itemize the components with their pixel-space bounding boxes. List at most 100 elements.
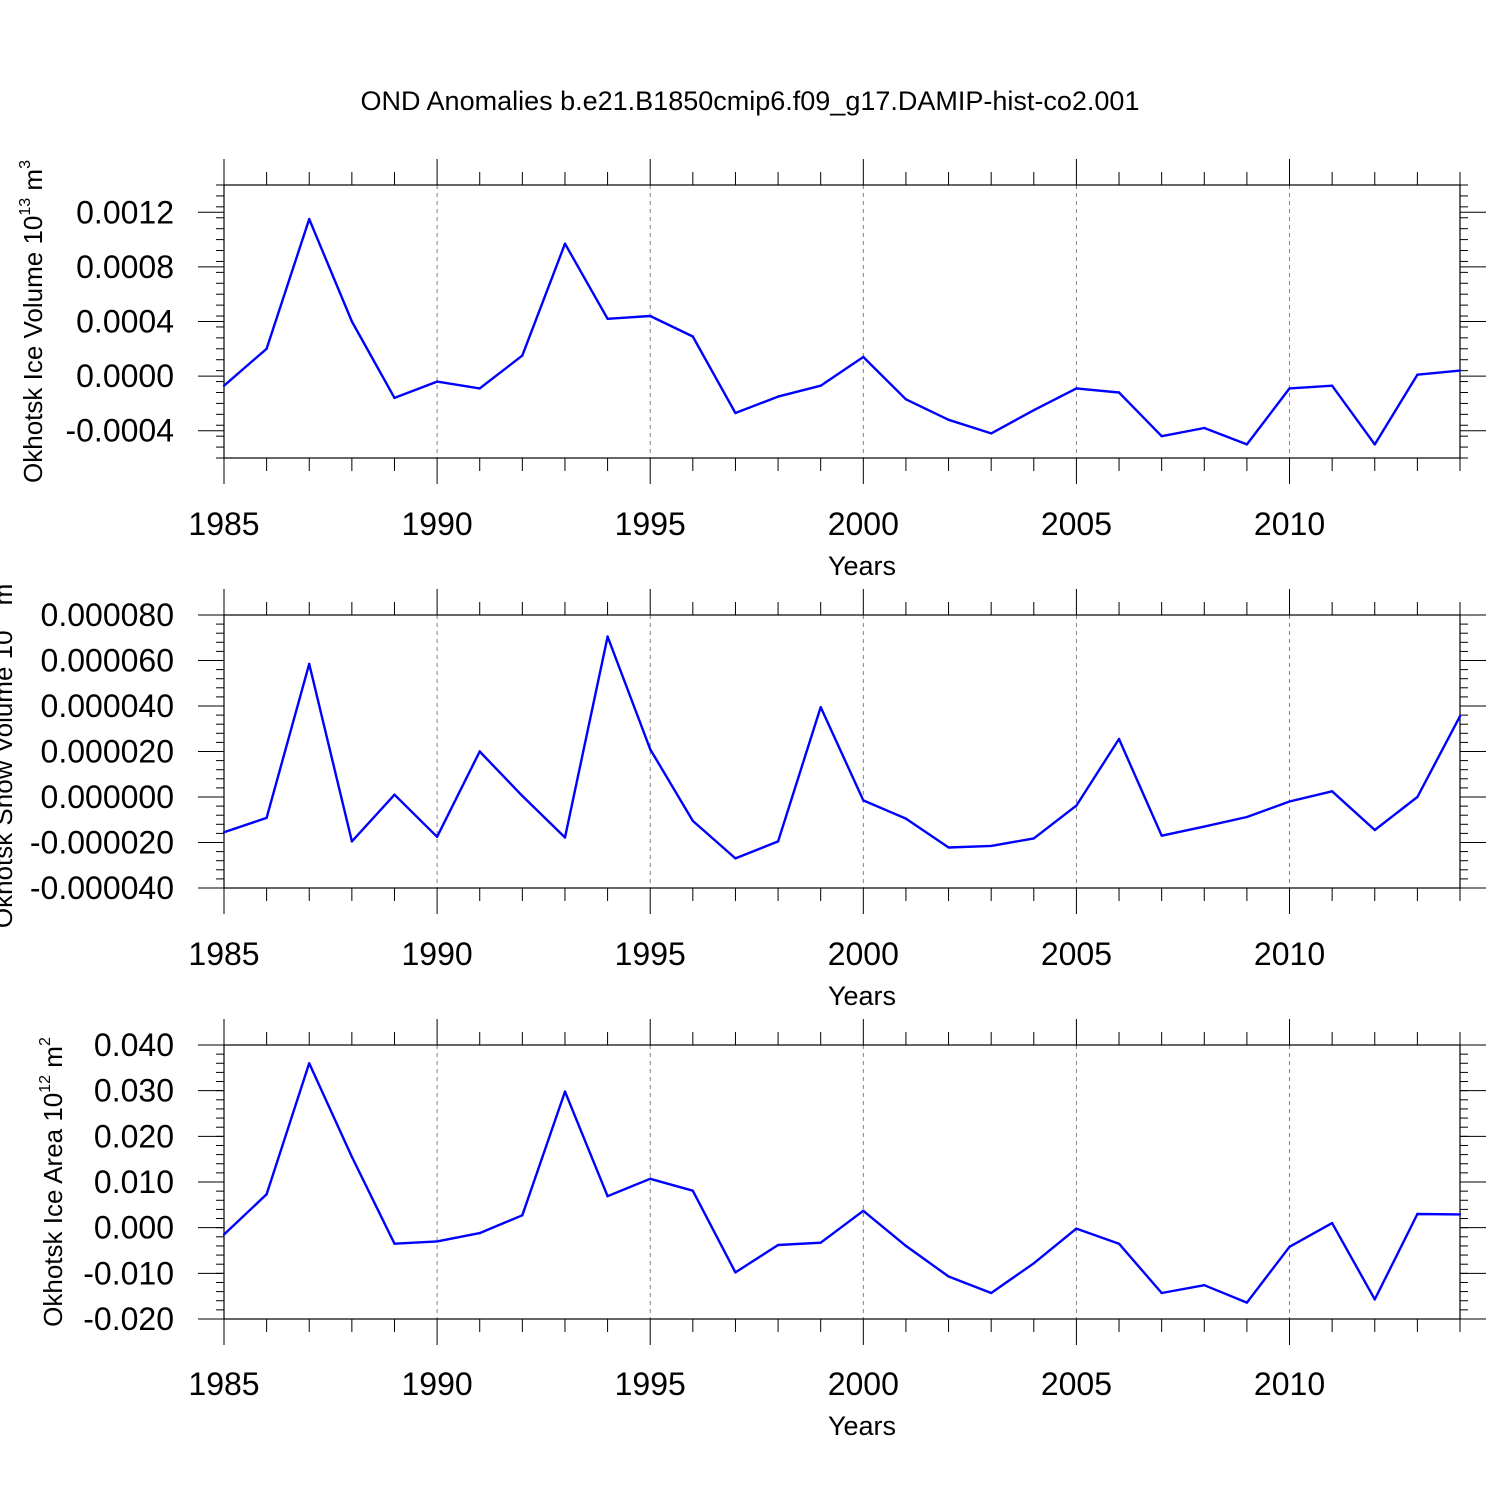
data-point xyxy=(1288,387,1291,390)
data-point xyxy=(989,1291,993,1295)
data-point xyxy=(478,750,481,753)
y-tick-label: 0.0008 xyxy=(76,249,174,285)
data-point xyxy=(393,1242,396,1245)
data-point xyxy=(649,314,652,318)
data-point xyxy=(904,817,908,820)
y-tick-label: 0.000 xyxy=(94,1210,174,1246)
chart-title: OND Anomalies b.e21.B1850cmip6.f09_g17.D… xyxy=(361,86,1140,116)
data-point xyxy=(819,1241,822,1244)
data-point xyxy=(819,705,822,709)
data-point xyxy=(393,793,396,796)
data-point xyxy=(776,1243,780,1247)
y-tick-label: 0.0000 xyxy=(76,358,174,394)
y-tick-label: -0.000020 xyxy=(30,825,174,861)
data-point xyxy=(1458,369,1462,372)
data-point xyxy=(691,1189,695,1192)
x-tick-label: 1995 xyxy=(615,936,686,972)
data-point xyxy=(1075,804,1078,807)
data-point xyxy=(691,819,695,823)
x-axis-label: Years xyxy=(828,551,896,581)
plot-frame xyxy=(223,184,1461,459)
data-point xyxy=(1075,387,1078,390)
y-tick-label: 0.000020 xyxy=(41,734,174,770)
data-point xyxy=(1288,1245,1291,1249)
data-point xyxy=(1373,828,1376,832)
data-point xyxy=(1330,384,1334,387)
data-point xyxy=(1160,434,1163,438)
data-point xyxy=(947,846,950,849)
data-point xyxy=(649,748,652,751)
x-tick-label: 2005 xyxy=(1041,936,1112,972)
data-point xyxy=(819,384,822,387)
x-tick-label: 1985 xyxy=(188,936,259,972)
y-tick-label: 0.0004 xyxy=(76,304,174,340)
x-tick-label: 2005 xyxy=(1041,506,1112,542)
x-tick-label: 1995 xyxy=(615,1366,686,1402)
data-point xyxy=(734,411,737,415)
data-point xyxy=(521,354,524,357)
y-tick-label: 0.000000 xyxy=(41,779,174,815)
data-point xyxy=(435,380,439,383)
data-point xyxy=(1117,391,1121,394)
x-axis-label: Years xyxy=(828,1411,896,1441)
x-axis-label: Years xyxy=(828,981,896,1011)
data-point xyxy=(947,418,950,421)
x-tick-label: 2010 xyxy=(1254,1366,1325,1402)
data-point xyxy=(308,217,311,221)
y-axis-label: Okhotsk Snow Volume 1013 m3 xyxy=(0,575,18,928)
x-tick-label: 1985 xyxy=(188,1366,259,1402)
data-point xyxy=(989,844,993,848)
data-point xyxy=(1160,1291,1163,1295)
data-point xyxy=(222,1233,226,1236)
data-point xyxy=(521,794,524,798)
x-tick-label: 1990 xyxy=(402,1366,473,1402)
data-point xyxy=(1416,795,1419,799)
y-axis-label: Okhotsk Ice Volume 1013 m3 xyxy=(17,160,48,483)
data-point xyxy=(222,384,226,387)
y-tick-label: 0.030 xyxy=(94,1073,174,1109)
y-tick-label: 0.000060 xyxy=(41,643,174,679)
data-point xyxy=(691,335,695,338)
data-point xyxy=(1245,443,1249,446)
data-point xyxy=(1117,1242,1121,1245)
data-point xyxy=(350,320,354,323)
chart-panel-3: -0.020 -0.010 0.000 0.010 0.020 0.030 0.040 198… xyxy=(37,1019,1486,1441)
chart-panel-1: -0.0004 0.0000 0.0004 0.0008 0.0012 1985 1990 1… xyxy=(17,159,1486,581)
y-tick-label: -0.010 xyxy=(83,1255,174,1291)
x-tick-label: 2000 xyxy=(828,936,899,972)
data-point xyxy=(521,1214,524,1217)
data-point xyxy=(1373,443,1376,446)
data-point xyxy=(308,1062,311,1065)
x-tick-label: 2010 xyxy=(1254,936,1325,972)
data-point xyxy=(1416,1212,1419,1216)
data-point xyxy=(947,1275,950,1278)
data-point xyxy=(265,347,268,350)
y-axis-label: Okhotsk Ice Area 1012 m2 xyxy=(37,1037,68,1327)
data-point xyxy=(1458,715,1462,718)
data-point xyxy=(1245,815,1249,819)
data-point xyxy=(393,396,396,400)
data-point xyxy=(862,799,865,802)
x-tick-label: 1990 xyxy=(402,936,473,972)
data-point xyxy=(478,387,481,390)
data-point xyxy=(563,836,567,839)
data-point xyxy=(776,395,780,398)
x-tick-label: 1990 xyxy=(402,506,473,542)
data-point xyxy=(435,1240,439,1243)
data-point xyxy=(989,432,993,435)
data-point xyxy=(563,242,567,245)
data-point xyxy=(1032,1262,1035,1265)
x-tick-label: 2000 xyxy=(828,506,899,542)
y-tick-label: 0.000040 xyxy=(41,688,174,724)
y-tick-label: -0.0004 xyxy=(65,413,174,449)
data-point xyxy=(265,1193,268,1196)
y-tick-label: 0.0012 xyxy=(76,194,174,230)
x-tick-label: 2000 xyxy=(828,1366,899,1402)
data-point xyxy=(606,317,609,320)
data-point xyxy=(1032,837,1035,840)
data-point xyxy=(563,1090,567,1093)
data-point xyxy=(1117,737,1121,741)
data-point xyxy=(776,840,780,843)
data-point xyxy=(862,355,865,359)
